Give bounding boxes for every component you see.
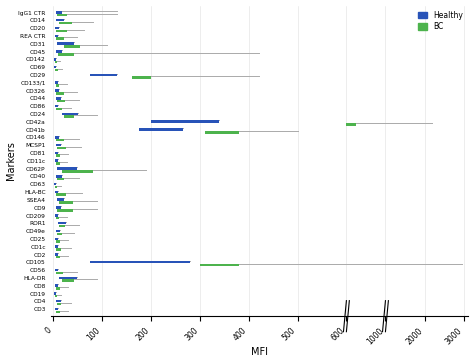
Bar <box>56 193 66 196</box>
Bar <box>55 69 58 71</box>
Bar <box>56 175 62 178</box>
Bar <box>55 237 58 240</box>
Bar <box>56 108 62 110</box>
Bar <box>55 295 57 297</box>
Y-axis label: Markers: Markers <box>6 142 16 180</box>
Bar <box>64 115 74 118</box>
Bar <box>57 303 61 305</box>
Bar <box>57 233 62 235</box>
Bar <box>55 284 58 287</box>
Bar <box>62 280 74 282</box>
Bar <box>56 287 60 290</box>
Bar <box>62 113 78 115</box>
Bar <box>55 105 58 107</box>
Bar <box>132 77 151 79</box>
Bar <box>56 300 61 302</box>
Bar <box>56 240 60 243</box>
Bar <box>58 222 66 224</box>
Bar <box>58 53 74 56</box>
Bar <box>55 159 58 162</box>
Bar <box>55 214 58 217</box>
Bar <box>55 269 58 271</box>
Bar <box>55 186 57 188</box>
Bar <box>55 66 56 68</box>
Bar <box>90 261 190 264</box>
Bar <box>62 170 92 172</box>
Bar <box>55 191 58 193</box>
Bar <box>56 97 61 99</box>
Bar <box>200 264 239 266</box>
Bar <box>56 37 64 40</box>
Bar <box>55 81 58 84</box>
Bar <box>55 136 59 139</box>
Bar <box>55 245 58 248</box>
Bar <box>56 230 60 232</box>
Bar <box>56 84 59 87</box>
Bar <box>57 14 67 16</box>
Bar <box>55 152 58 154</box>
Bar <box>56 162 60 165</box>
Legend: Healthy, BC: Healthy, BC <box>417 9 465 33</box>
Bar <box>56 30 67 32</box>
Bar <box>57 178 64 180</box>
Bar <box>55 253 58 256</box>
Bar <box>56 248 61 250</box>
Bar <box>55 58 56 61</box>
Bar <box>57 199 64 201</box>
Bar <box>55 27 59 29</box>
Bar <box>59 277 77 279</box>
Bar <box>56 206 61 209</box>
Bar <box>56 155 60 157</box>
Bar <box>55 34 58 37</box>
Bar <box>57 167 77 170</box>
Bar <box>59 22 72 24</box>
Bar <box>57 209 73 212</box>
Bar <box>56 144 61 146</box>
Bar <box>59 201 73 204</box>
Bar <box>55 183 56 185</box>
Bar <box>56 272 63 274</box>
Bar <box>90 74 117 76</box>
Bar <box>55 89 59 92</box>
Bar <box>56 139 64 141</box>
Bar <box>55 292 56 295</box>
Bar <box>205 131 239 134</box>
Bar <box>57 42 74 45</box>
Bar <box>56 256 60 258</box>
Bar <box>59 225 65 227</box>
Bar <box>56 92 64 94</box>
Bar <box>346 123 356 126</box>
Bar <box>55 61 57 63</box>
Bar <box>57 100 65 102</box>
Bar <box>55 308 58 310</box>
Bar <box>57 147 66 149</box>
Bar <box>56 11 62 14</box>
X-axis label: MFI: MFI <box>251 347 268 358</box>
Bar <box>56 217 59 219</box>
Bar <box>56 19 64 21</box>
Bar <box>56 50 62 53</box>
Bar <box>56 311 60 313</box>
Bar <box>64 45 81 48</box>
Bar <box>139 128 183 131</box>
Bar <box>151 121 219 123</box>
